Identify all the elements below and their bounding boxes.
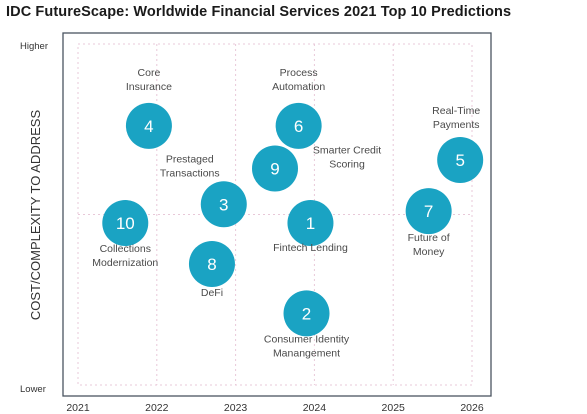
prediction-label: DeFi	[201, 287, 223, 299]
prediction-number: 2	[302, 304, 311, 323]
x-tick-label: 2025	[382, 402, 406, 414]
prediction-label: Collections Modernization	[92, 243, 158, 269]
prediction-number: 6	[294, 117, 303, 136]
y-axis-top-label: Higher	[20, 41, 48, 52]
prediction-number: 1	[306, 214, 315, 233]
prediction-bubble-10	[102, 200, 149, 247]
prediction-bubble-1	[287, 200, 334, 247]
prediction-bubble-7	[405, 188, 452, 235]
prediction-number: 3	[219, 195, 228, 214]
prediction-label: Fintech Lending	[273, 242, 348, 254]
prediction-number: 7	[424, 202, 433, 221]
prediction-number: 5	[455, 151, 464, 170]
prediction-bubble-9	[252, 145, 298, 192]
prediction-label: Consumer Identity Manangement	[264, 333, 350, 359]
x-tick-label: 2024	[303, 402, 327, 414]
prediction-label: Prestaged Transactions	[160, 153, 220, 179]
prediction-bubble-2	[283, 290, 330, 337]
prediction-bubble-6	[275, 102, 322, 149]
grid-border	[77, 43, 473, 386]
chart-title: IDC FutureScape: Worldwide Financial Ser…	[6, 4, 512, 20]
prediction-label: Future of Money	[408, 232, 450, 258]
x-tick-label: 2022	[145, 402, 169, 414]
x-tick-label: 2026	[460, 402, 484, 414]
prediction-bubble-3	[200, 181, 247, 228]
y-axis-title: COST/COMPLEXITY TO ADDRESS	[28, 110, 43, 321]
prediction-label: Real-Time Payments	[432, 105, 480, 131]
plot-frame	[62, 32, 492, 397]
prediction-label: Smarter Credit Scoring	[313, 144, 381, 170]
prediction-label: Core Insurance	[126, 67, 172, 93]
prediction-number: 4	[144, 117, 153, 136]
prediction-label: Process Automation	[272, 67, 325, 93]
prediction-number: 9	[270, 159, 279, 178]
prediction-bubble-8	[188, 240, 235, 287]
prediction-number: 10	[116, 214, 135, 233]
prediction-bubble-5	[437, 136, 484, 183]
prediction-bubble-4	[125, 102, 172, 149]
prediction-number: 8	[207, 255, 216, 274]
y-axis-bottom-label: Lower	[20, 384, 46, 395]
x-tick-label: 2021	[66, 402, 90, 414]
x-tick-label: 2023	[224, 402, 248, 414]
